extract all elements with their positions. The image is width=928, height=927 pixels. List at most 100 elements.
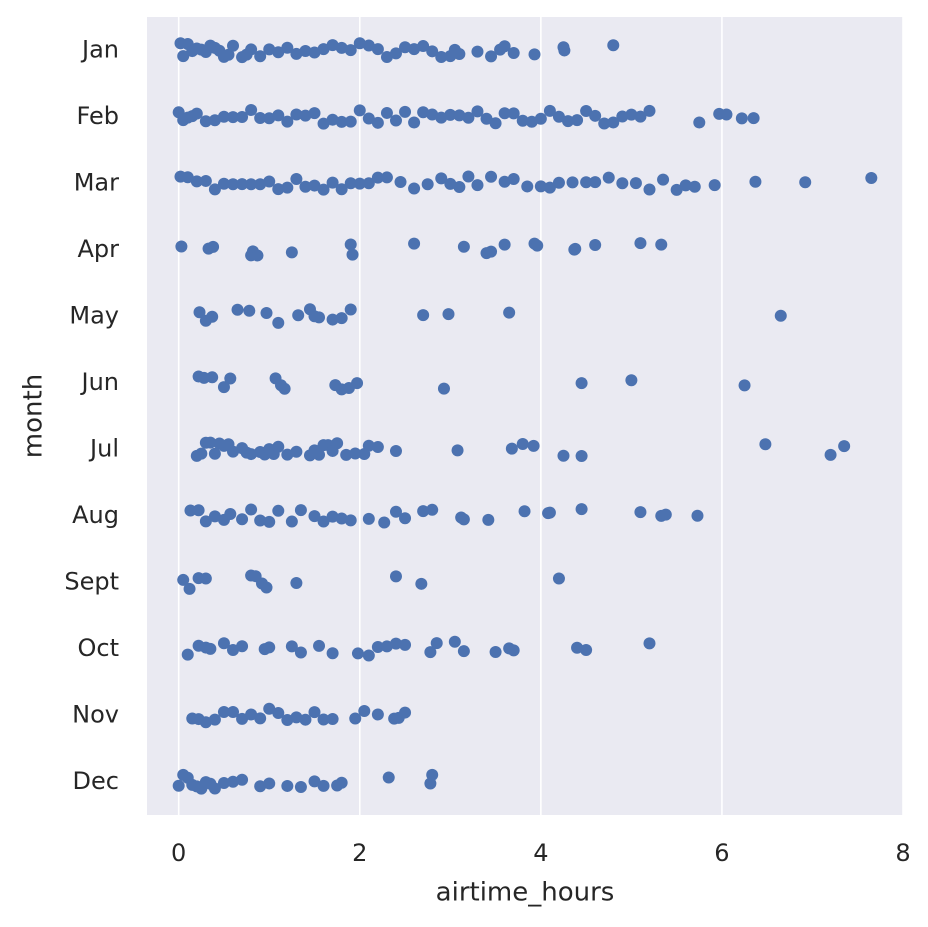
point — [227, 644, 240, 657]
point — [245, 708, 258, 721]
point — [254, 712, 267, 725]
point — [344, 303, 357, 316]
point — [399, 105, 412, 118]
point — [543, 104, 556, 117]
point — [525, 115, 538, 128]
point — [335, 776, 348, 789]
point — [659, 508, 672, 521]
point — [426, 108, 439, 121]
point — [421, 178, 434, 191]
point — [362, 39, 375, 52]
point — [485, 170, 498, 183]
point — [290, 173, 303, 186]
y-tick-label: Aug — [72, 501, 119, 529]
point — [193, 306, 206, 319]
point — [254, 178, 267, 191]
point — [281, 181, 294, 194]
point — [552, 572, 565, 585]
point — [442, 308, 455, 321]
point — [183, 582, 196, 595]
point — [735, 112, 748, 125]
point — [290, 445, 303, 458]
x-axis-label: airtime_hours — [436, 878, 615, 908]
point — [199, 572, 212, 585]
point — [531, 239, 544, 252]
point — [426, 503, 439, 516]
point — [505, 442, 518, 455]
point — [278, 382, 291, 395]
point — [236, 111, 249, 124]
point — [317, 713, 330, 726]
point — [285, 515, 298, 528]
point — [424, 646, 437, 659]
point — [299, 45, 312, 58]
point — [382, 771, 395, 784]
point — [759, 438, 772, 451]
point — [263, 43, 276, 56]
point — [317, 183, 330, 196]
point — [353, 177, 366, 190]
point — [251, 249, 264, 262]
point — [451, 444, 464, 457]
point — [272, 109, 285, 122]
point — [308, 179, 321, 192]
point — [227, 775, 240, 788]
point — [415, 577, 428, 590]
point — [399, 512, 412, 525]
point — [317, 117, 330, 130]
point — [558, 44, 571, 57]
point — [670, 183, 683, 196]
point — [362, 177, 375, 190]
point — [426, 768, 439, 781]
point — [217, 777, 230, 790]
point — [448, 635, 461, 648]
point — [507, 107, 520, 120]
point — [217, 637, 230, 650]
point — [371, 43, 384, 56]
point — [528, 48, 541, 61]
point — [394, 176, 407, 189]
y-tick-label: Feb — [77, 102, 120, 130]
point — [399, 638, 412, 651]
point — [326, 510, 339, 523]
point — [580, 104, 593, 117]
point — [462, 111, 475, 124]
y-tick-label: Apr — [77, 235, 119, 263]
point — [222, 48, 235, 61]
point — [224, 508, 237, 521]
point — [317, 43, 330, 56]
point — [616, 110, 629, 123]
point — [326, 712, 339, 725]
point — [824, 448, 837, 461]
point — [569, 242, 582, 255]
point — [236, 773, 249, 786]
point — [299, 180, 312, 193]
point — [738, 379, 751, 392]
point — [589, 176, 602, 189]
y-tick-label: Mar — [74, 168, 119, 196]
point — [208, 114, 221, 127]
point — [317, 515, 330, 528]
point — [378, 516, 391, 529]
point — [290, 711, 303, 724]
point — [389, 444, 402, 457]
point — [294, 646, 307, 659]
point — [204, 642, 217, 655]
point — [417, 106, 430, 119]
point — [227, 39, 240, 52]
point — [281, 779, 294, 792]
x-tick-label: 4 — [533, 839, 548, 867]
point — [417, 40, 430, 53]
point — [285, 640, 298, 653]
point — [747, 112, 760, 125]
point — [435, 50, 448, 63]
point — [353, 104, 366, 117]
point — [389, 47, 402, 60]
point — [543, 181, 556, 194]
point — [335, 512, 348, 525]
point — [313, 311, 326, 324]
point — [199, 716, 212, 729]
point — [534, 180, 547, 193]
y-tick-label: Sept — [64, 567, 119, 595]
point — [371, 708, 384, 721]
